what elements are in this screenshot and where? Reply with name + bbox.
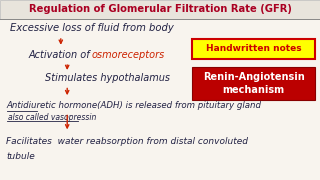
Text: Antidiuretic hormone(ADH) is released from pituitary gland: Antidiuretic hormone(ADH) is released fr…	[6, 101, 261, 110]
Text: Facilitates  water reabsorption from distal convoluted: Facilitates water reabsorption from dist…	[6, 137, 248, 146]
FancyBboxPatch shape	[0, 0, 320, 19]
Text: Regulation of Glomerular Filtration Rate (GFR): Regulation of Glomerular Filtration Rate…	[28, 4, 292, 14]
Text: Handwritten notes: Handwritten notes	[206, 44, 301, 53]
Text: tubule: tubule	[6, 152, 35, 161]
FancyBboxPatch shape	[192, 67, 315, 100]
Text: also called vasopressin: also called vasopressin	[8, 113, 96, 122]
Text: Activation of: Activation of	[29, 50, 93, 60]
Text: osmoreceptors: osmoreceptors	[91, 50, 164, 60]
FancyBboxPatch shape	[192, 39, 315, 59]
Text: Stimulates hypothalamus: Stimulates hypothalamus	[45, 73, 170, 83]
Text: Renin-Angiotensin
mechanism: Renin-Angiotensin mechanism	[203, 72, 304, 95]
Text: Excessive loss of fluid from body: Excessive loss of fluid from body	[10, 23, 173, 33]
